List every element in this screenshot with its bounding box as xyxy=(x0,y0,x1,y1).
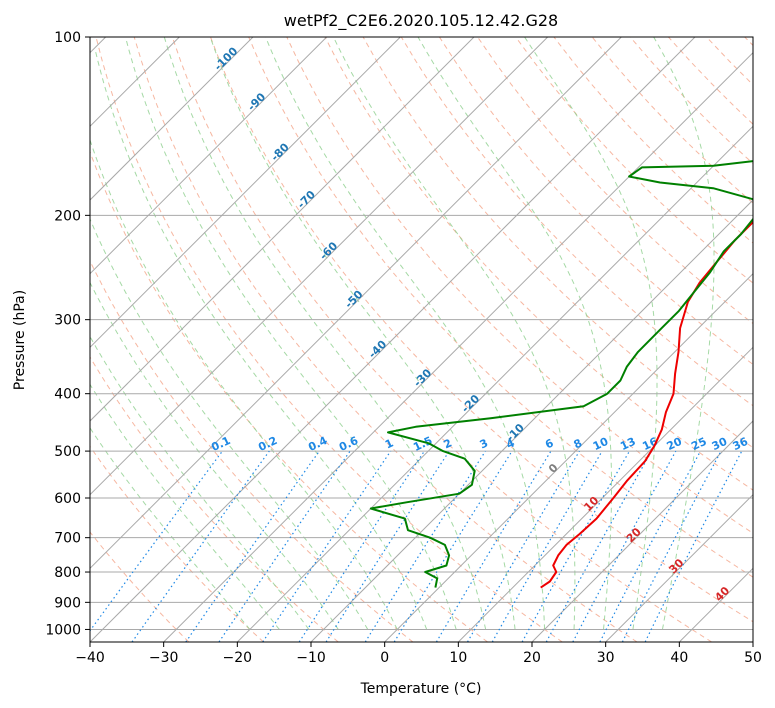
isotherm xyxy=(605,493,753,642)
y-tick-label: 900 xyxy=(54,595,81,611)
dry-adiabat xyxy=(248,37,753,578)
y-axis: 100 200 300 400 500 600 700 800 900 1000 xyxy=(45,30,90,638)
moist-adiabat xyxy=(90,335,310,630)
isotherm xyxy=(90,37,622,570)
y-tick-label: 200 xyxy=(54,208,81,224)
isotherm xyxy=(90,37,328,275)
dry-adiabat xyxy=(90,445,264,642)
mixing-ratio-label: 36 xyxy=(731,435,751,453)
dry-adiabat xyxy=(90,531,190,642)
mixing-ratio-label: 10 xyxy=(591,435,611,453)
x-tick-label: −10 xyxy=(296,650,326,666)
x-tick-label: 30 xyxy=(597,650,615,666)
isotherm xyxy=(90,37,254,201)
x-tick-label: 40 xyxy=(670,650,688,666)
isotherm xyxy=(90,37,475,422)
plot-frame xyxy=(89,36,754,643)
mixing-ratio-line xyxy=(466,450,580,642)
moist-adiabat xyxy=(90,281,339,630)
dry-adiabat xyxy=(171,37,712,642)
moist-adiabat xyxy=(653,37,715,630)
x-tick-label: 10 xyxy=(449,650,467,666)
moist-adiabat xyxy=(90,138,398,630)
series-group xyxy=(369,160,753,589)
y-tick-label: 100 xyxy=(54,30,81,46)
isotherm xyxy=(90,37,401,349)
x-tick-label: −40 xyxy=(75,650,105,666)
dewpoint-profile-line xyxy=(369,160,753,588)
moist-adiabat xyxy=(265,37,546,630)
x-tick-label: −20 xyxy=(223,650,253,666)
background-lines xyxy=(90,37,753,642)
mixing-ratio-line xyxy=(572,450,677,642)
y-tick-label: 600 xyxy=(54,491,81,507)
isotherm xyxy=(457,346,753,642)
isotherm xyxy=(236,125,753,642)
x-tick-label: 20 xyxy=(523,650,541,666)
isotherm xyxy=(310,199,753,642)
mixing-ratio-line xyxy=(364,450,486,642)
mixing-ratio-label: 30 xyxy=(710,435,730,453)
y-tick-label: 400 xyxy=(54,387,81,403)
isotherm xyxy=(90,37,549,496)
mixing-ratio-label: 16 xyxy=(640,435,660,453)
mixing-ratio-line xyxy=(298,450,425,642)
moist-adiabat xyxy=(524,37,658,630)
moist-adiabat xyxy=(209,37,516,630)
x-tick-label: −30 xyxy=(149,650,179,666)
dry-adiabat xyxy=(438,37,753,366)
moist-adiabat xyxy=(94,49,428,630)
chart-title: wetPf2_C2E6.2020.105.12.42.G28 xyxy=(284,11,558,31)
mixing-ratio-line xyxy=(218,450,351,642)
x-tick-label: 50 xyxy=(744,650,762,666)
moist-adiabat xyxy=(417,37,612,630)
y-tick-label: 500 xyxy=(54,444,81,460)
isotherm xyxy=(531,420,753,642)
y-tick-label: 1000 xyxy=(45,622,81,638)
mixing-ratio-line xyxy=(185,450,320,642)
y-tick-label: 300 xyxy=(54,313,81,329)
dry-adiabat xyxy=(210,37,753,623)
dry-adiabat xyxy=(133,37,638,642)
mixing-ratio-label: 13 xyxy=(618,435,637,453)
x-axis-title: Temperature (°C) xyxy=(360,681,482,697)
x-axis: −40 −30 −20 −10 0 10 20 30 40 50 xyxy=(75,642,762,666)
mixing-ratio-label: 20 xyxy=(665,435,685,453)
mixing-ratio-line xyxy=(435,450,552,642)
mixing-ratio-label: 25 xyxy=(689,435,708,453)
isotherm xyxy=(384,272,753,642)
mixing-ratio-line xyxy=(325,450,450,642)
y-tick-label: 700 xyxy=(54,531,81,547)
dry-adiabat xyxy=(400,37,753,407)
mixing-ratio-line xyxy=(262,450,392,642)
moist-adiabat xyxy=(332,37,576,630)
dry-adiabat xyxy=(515,37,753,284)
y-axis-title: Pressure (hPa) xyxy=(12,290,28,390)
mixing-ratio-line xyxy=(393,450,513,642)
x-tick-label: 0 xyxy=(380,650,389,666)
isotherm xyxy=(163,51,753,642)
moist-adiabat xyxy=(125,37,457,630)
moist-adiabat xyxy=(163,37,487,630)
dry-adiabat xyxy=(90,150,488,642)
temperature-profile-line xyxy=(540,220,753,589)
mixing-ratio-line xyxy=(599,450,702,642)
moist-adiabat xyxy=(90,383,280,630)
y-tick-label: 800 xyxy=(54,565,81,581)
moist-adiabat xyxy=(90,217,369,630)
dry-adiabat xyxy=(95,37,563,642)
isotherm xyxy=(90,37,696,642)
